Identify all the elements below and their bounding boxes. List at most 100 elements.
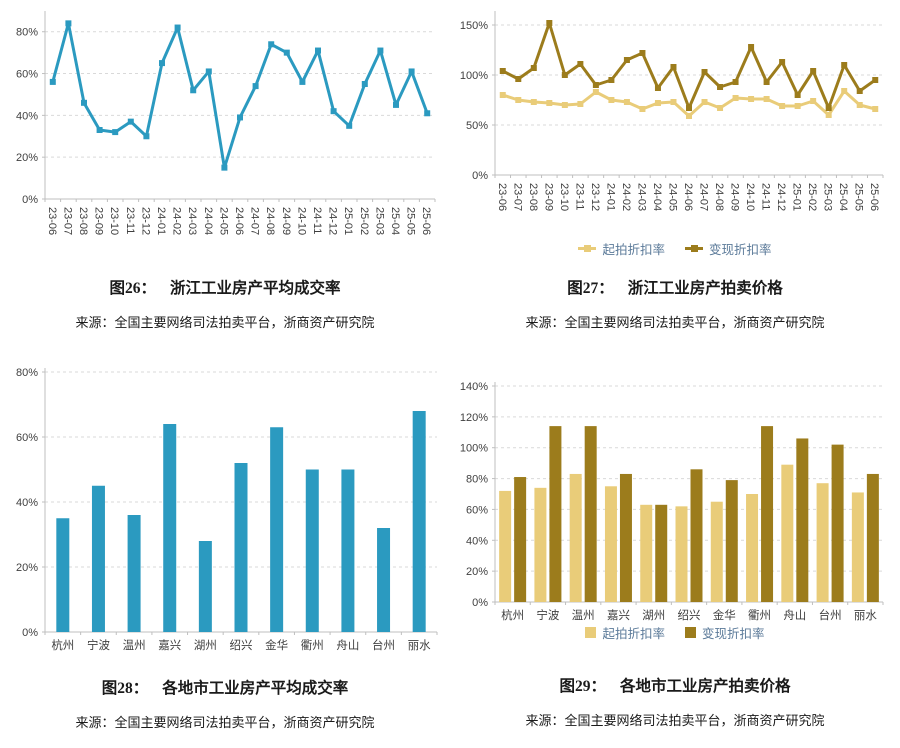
figure-source: 来源：全国主要网络司法拍卖平台，浙商资产研究院 [75,315,375,330]
square-marker-icon [585,626,597,638]
legend-item-realized-discount: 变现折扣率 [685,623,765,642]
svg-text:24-02: 24-02 [620,183,632,211]
svg-text:0%: 0% [22,194,38,206]
svg-text:24-06: 24-06 [682,183,694,211]
figure-caption: 图26： 浙江工业房产平均成交率 [0,278,450,300]
figure-title: 各地市工业房产平均成交率 [162,680,349,697]
svg-text:25-02: 25-02 [806,183,818,211]
svg-text:23-09: 23-09 [93,207,105,235]
figure-number: 图26： [109,280,156,297]
figure-28-panel: 0% 20% 40% 60% 80% 杭州 宁波 温州 嘉兴 湖州 绍兴 金华 衢州 舟山 台州 丽水 图28… [0,360,450,732]
svg-text:杭州: 杭州 [501,608,524,622]
svg-text:23-10: 23-10 [558,183,570,211]
legend: 起拍折扣率 变现折扣率 [450,622,900,642]
svg-text:24-05: 24-05 [217,207,229,235]
svg-text:140%: 140% [460,381,488,393]
svg-text:24-12: 24-12 [775,183,787,211]
svg-text:宁波: 宁波 [536,608,559,622]
svg-text:24-05: 24-05 [666,183,678,211]
figure-title: 浙江工业房产平均成交率 [170,280,341,297]
svg-text:20%: 20% [16,562,38,574]
svg-text:23-06: 23-06 [496,183,508,211]
svg-text:40%: 40% [16,497,38,509]
svg-text:40%: 40% [466,535,488,547]
svg-text:丽水: 丽水 [408,639,431,652]
svg-text:24-03: 24-03 [186,207,198,235]
svg-text:24-04: 24-04 [202,207,214,235]
svg-text:23-11: 23-11 [124,207,136,234]
svg-text:24-01: 24-01 [155,207,167,235]
legend-item-starting-discount: 起拍折扣率 [585,623,665,642]
svg-text:温州: 温州 [572,608,595,622]
svg-text:24-10: 24-10 [744,183,756,211]
svg-text:24-07: 24-07 [698,183,710,211]
figure-number: 图29： [559,678,606,695]
svg-text:60%: 60% [16,432,38,444]
svg-text:嘉兴: 嘉兴 [158,639,181,652]
figure-caption: 图28： 各地市工业房产平均成交率 [0,678,450,700]
svg-text:宁波: 宁波 [87,638,110,652]
svg-text:23-07: 23-07 [61,207,73,235]
svg-text:24-08: 24-08 [264,207,276,235]
figure-title: 各地市工业房产拍卖价格 [620,678,791,695]
svg-text:丽水: 丽水 [854,609,877,622]
city-deal-rate-bar-chart: 0% 20% 40% 60% 80% 杭州 宁波 温州 嘉兴 湖州 绍兴 金华 衢州 舟山 台州 丽水 [16,367,438,652]
svg-text:金华: 金华 [713,608,736,622]
svg-text:舟山: 舟山 [336,638,359,652]
svg-text:25-05: 25-05 [853,183,865,211]
zhejiang-auction-price-line-chart: 0%50%100%150%23-06 23-07 23-08 23-09 23-10 23… [460,11,884,211]
svg-text:23-12: 23-12 [139,207,151,235]
svg-text:23-06: 23-06 [46,207,58,235]
svg-text:25-04: 25-04 [389,207,401,235]
svg-text:24-09: 24-09 [280,207,292,235]
svg-text:24-11: 24-11 [760,183,772,210]
svg-text:23-10: 23-10 [108,207,120,235]
svg-text:120%: 120% [460,412,488,424]
svg-text:24-08: 24-08 [713,183,725,211]
figure-source: 来源：全国主要网络司法拍卖平台，浙商资产研究院 [525,315,825,330]
legend: 起拍折扣率 变现折扣率 [450,238,900,258]
svg-text:台州: 台州 [372,638,395,652]
figure-27-panel: 0% 50% 100% 150% 23-06 23-07 23-08 23-09 23-10 23… [450,0,900,332]
svg-text:25-01: 25-01 [342,207,354,235]
svg-text:60%: 60% [16,69,38,81]
svg-text:80%: 80% [16,367,38,379]
svg-text:24-04: 24-04 [651,183,663,211]
svg-text:25-05: 25-05 [405,207,417,235]
svg-text:25-03: 25-03 [373,207,385,235]
line-marker-icon [685,244,703,252]
svg-text:23-11: 23-11 [573,183,585,210]
svg-text:绍兴: 绍兴 [230,638,253,652]
svg-text:0%: 0% [472,170,488,182]
figure-number: 图27： [567,280,614,297]
zhejiang-deal-rate-line-chart: 0% 20% 40% 60% 80% 23-06 23-07 23-08 23-09 23-10 2… [16,11,436,235]
svg-text:0%: 0% [22,627,38,639]
svg-text:温州: 温州 [123,638,146,652]
svg-text:24-02: 24-02 [171,207,183,235]
svg-text:80%: 80% [16,27,38,39]
figure-caption: 图27： 浙江工业房产拍卖价格 [450,278,900,300]
svg-text:100%: 100% [460,70,488,82]
figure-number: 图28： [101,680,149,697]
figure-29-panel: 0% 20% 40% 60% 80% 100% 120% 140% 杭州 宁波 温州 嘉兴 湖州 绍兴 金华… [450,360,900,730]
svg-text:24-12: 24-12 [327,207,339,235]
svg-text:24-06: 24-06 [233,207,245,235]
legend-label: 起拍折扣率 [602,626,665,641]
square-marker-icon [685,626,696,638]
city-auction-price-bar-chart: 0% 20% 40% 60% 80% 100% 120% 140% 杭州 宁波 温州 嘉兴 湖州 绍兴 金华… [460,381,884,622]
figure-26-panel: 0% 20% 40% 60% 80% 23-06 23-07 23-08 23-09 23-10 2… [0,0,450,332]
svg-text:湖州: 湖州 [642,608,665,622]
legend-label: 起拍折扣率 [602,242,665,257]
svg-text:衢州: 衢州 [301,638,324,652]
legend-label: 变现折扣率 [702,626,765,641]
svg-text:嘉兴: 嘉兴 [607,609,630,622]
svg-text:24-07: 24-07 [249,207,261,235]
svg-text:23-08: 23-08 [527,183,539,211]
svg-text:23-12: 23-12 [589,183,601,211]
svg-text:24-09: 24-09 [729,183,741,211]
svg-text:25-06: 25-06 [420,207,432,235]
svg-text:舟山: 舟山 [783,608,806,622]
svg-text:60%: 60% [466,504,488,516]
svg-text:25-06: 25-06 [868,183,880,211]
